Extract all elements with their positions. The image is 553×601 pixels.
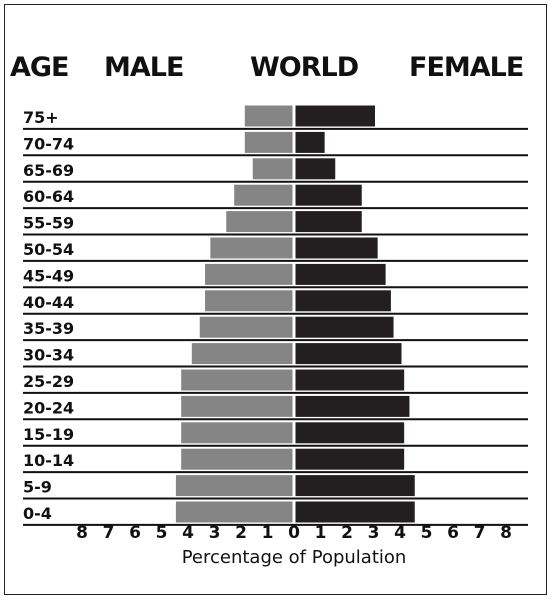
age-group-label: 0-4 — [23, 504, 52, 523]
x-tick-label: 1 — [315, 523, 327, 543]
age-group-label: 55-59 — [23, 214, 74, 233]
x-tick-label: 0 — [288, 523, 300, 543]
x-tick-label: 8 — [76, 523, 88, 543]
age-group-label: 15-19 — [23, 425, 74, 444]
female-bar — [295, 422, 405, 444]
age-group-label: 10-14 — [23, 451, 74, 470]
male-bar — [234, 184, 293, 206]
male-bar — [191, 343, 293, 365]
male-bar — [175, 501, 293, 523]
female-bar — [295, 184, 362, 206]
age-group-label: 25-29 — [23, 372, 74, 391]
x-axis-title: Percentage of Population — [182, 547, 407, 568]
x-tick-label: 3 — [368, 523, 380, 543]
female-bar — [295, 343, 402, 365]
age-group-label: 20-24 — [23, 398, 74, 417]
female-bar — [295, 316, 394, 338]
female-bar — [295, 395, 410, 417]
age-group-label: 30-34 — [23, 346, 74, 365]
x-tick-label: 8 — [500, 523, 512, 543]
female-bar — [295, 105, 375, 127]
x-tick-label: 1 — [262, 523, 274, 543]
x-tick-label: 2 — [341, 523, 353, 543]
age-group-label: 70-74 — [23, 134, 74, 153]
chart-frame — [4, 4, 547, 595]
male-bar — [181, 395, 293, 417]
female-bar — [295, 448, 405, 470]
age-group-label: 50-54 — [23, 240, 74, 259]
x-tick-label: 5 — [421, 523, 433, 543]
x-tick-label: 3 — [209, 523, 221, 543]
female-bar — [295, 131, 325, 153]
age-group-label: 5-9 — [23, 478, 52, 497]
male-bar — [175, 475, 293, 497]
age-group-label: 35-39 — [23, 319, 74, 338]
female-bar — [295, 369, 405, 391]
male-bar — [181, 422, 293, 444]
female-bar — [295, 501, 415, 523]
x-tick-label: 4 — [394, 523, 406, 543]
female-bar — [295, 475, 415, 497]
x-tick-label: 4 — [182, 523, 194, 543]
male-bar — [199, 316, 293, 338]
female-bar — [295, 237, 378, 259]
chart-title: WORLD — [250, 52, 359, 83]
female-bar — [295, 290, 391, 312]
female-bar — [295, 211, 362, 233]
male-bar — [244, 131, 293, 153]
male-bar — [205, 263, 293, 285]
male-bar — [226, 211, 293, 233]
age-group-label: 60-64 — [23, 187, 74, 206]
x-tick-label: 6 — [129, 523, 141, 543]
male-bar — [210, 237, 293, 259]
x-tick-label: 5 — [156, 523, 168, 543]
male-header: MALE — [104, 52, 184, 83]
age-group-label: 40-44 — [23, 293, 74, 312]
female-header: FEMALE — [409, 52, 524, 83]
male-bar — [181, 448, 293, 470]
x-tick-label: 7 — [103, 523, 115, 543]
x-tick-label: 2 — [235, 523, 247, 543]
male-bar — [244, 105, 293, 127]
age-group-label: 75+ — [23, 108, 59, 127]
x-tick-label: 6 — [447, 523, 459, 543]
age-group-label: 45-49 — [23, 266, 74, 285]
age-group-label: 65-69 — [23, 161, 74, 180]
male-bar — [205, 290, 293, 312]
x-tick-label: 7 — [474, 523, 486, 543]
female-bar — [295, 263, 386, 285]
age-header: AGE — [10, 52, 70, 83]
male-bar — [181, 369, 293, 391]
female-bar — [295, 158, 336, 180]
male-bar — [252, 158, 293, 180]
